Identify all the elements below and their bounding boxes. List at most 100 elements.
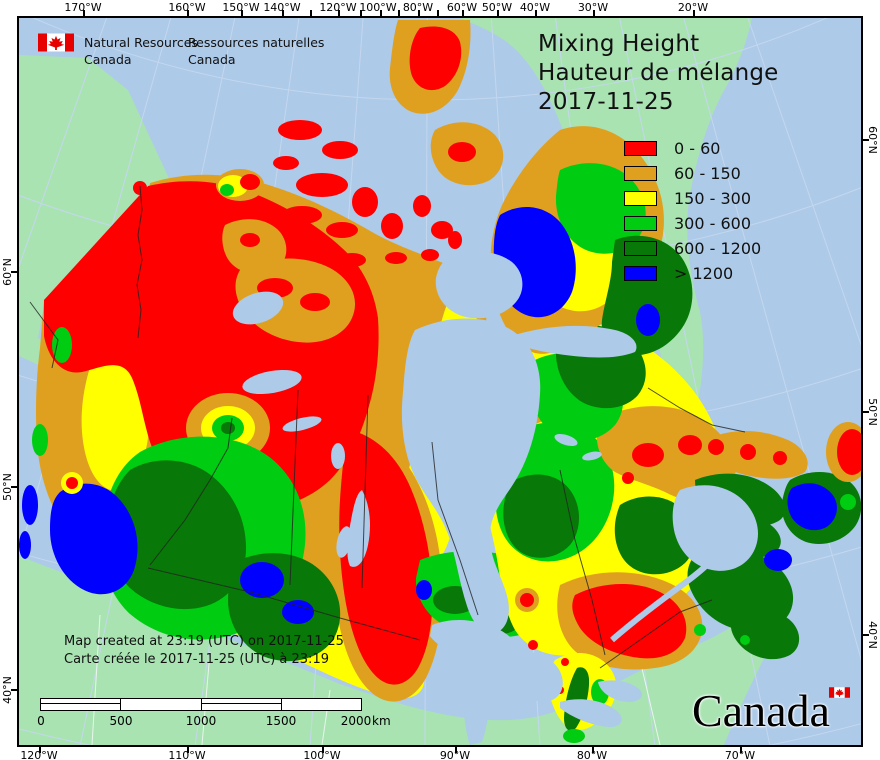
axis-tick (497, 10, 499, 16)
scalebar-unit: km (372, 714, 391, 728)
axis-label-right: 50°N (866, 398, 879, 426)
legend: 0 - 60 60 - 150 150 - 300 300 - 600 600 … (624, 136, 761, 286)
region-newfoundland (781, 471, 861, 544)
axis-label-bottom: 120°W (20, 749, 58, 760)
axis-tick (535, 10, 537, 16)
legend-swatch (624, 216, 657, 231)
axis-tick (437, 10, 439, 16)
us-border (147, 567, 421, 641)
legend-swatch (624, 141, 657, 156)
axis-label-bottom: 110°W (168, 749, 206, 760)
st-lawrence-river (610, 559, 713, 643)
great-lakes (430, 619, 642, 745)
legend-swatch (624, 166, 657, 181)
axis-tick (693, 10, 695, 16)
org-fr-line1: Ressources naturelles (188, 35, 325, 50)
axis-label-bottom: 80°W (576, 749, 608, 760)
org-en-line1: Natural Resources (84, 35, 198, 50)
legend-row: 300 - 600 (624, 211, 761, 236)
axis-tick (455, 747, 457, 753)
axis-tick (740, 747, 742, 753)
legend-row: 60 - 150 (624, 161, 761, 186)
legend-swatch (624, 241, 657, 256)
scalebar-segment (121, 699, 202, 710)
legend-row: 150 - 300 (624, 186, 761, 211)
hudson-strait (505, 325, 637, 358)
legend-swatch (624, 191, 657, 206)
scalebar-label: 1500 (265, 714, 297, 728)
axis-label-top: 120°W (319, 1, 357, 14)
map-canvas (19, 18, 861, 745)
created-line-fr: Carte créée le 2017-11-25 (UTC) à 23:19 (64, 652, 329, 667)
axis-tick (11, 271, 17, 273)
gulf-st-lawrence (672, 485, 758, 571)
legend-row: 0 - 60 (624, 136, 761, 161)
created-line-en: Map created at 23:19 (UTC) on 2017-11-25 (64, 634, 344, 649)
axis-label-left: 60°N (1, 258, 14, 286)
axis-label-top: 80°W (402, 1, 434, 14)
legend-label: 300 - 600 (674, 214, 752, 233)
org-fr-line2: Canada (188, 52, 236, 67)
scalebar-segment (41, 699, 122, 710)
axis-tick (863, 139, 869, 141)
axis-tick (418, 10, 420, 16)
axis-label-top: 40°W (519, 1, 551, 14)
axis-tick (11, 689, 17, 691)
map-title: Mixing Height Hauteur de mélange 2017-11… (538, 30, 779, 117)
hudson-bay (401, 318, 541, 634)
axis-label-top: 170°W (64, 1, 102, 14)
axis-label-bottom: 100°W (303, 749, 341, 760)
axis-tick (593, 10, 595, 16)
lakes (232, 291, 642, 745)
legend-label: > 1200 (674, 264, 734, 283)
legend-row: > 1200 (624, 261, 761, 286)
region-arctic-islands (216, 20, 504, 343)
bc-panhandle-border (29, 301, 59, 369)
region-prairie-green (228, 553, 341, 662)
great-bear-lake (232, 291, 284, 325)
axis-tick (398, 10, 400, 16)
wordmark-text: Canada (692, 685, 830, 736)
map-created-text: Map created at 23:19 (UTC) on 2017-11-25… (64, 633, 344, 669)
wordmark-flag-icon (829, 687, 850, 698)
axis-label-top: 150°W (222, 1, 260, 14)
axis-tick (338, 10, 340, 16)
axis-tick (360, 10, 362, 16)
axis-label-top: 20°W (677, 1, 709, 14)
axis-label-top: 140°W (263, 1, 301, 14)
scalebar-segment (201, 699, 282, 710)
yukon-alaska-border (136, 185, 143, 339)
canada-wordmark: Canada (692, 684, 850, 737)
legend-label: 600 - 1200 (674, 239, 762, 258)
axis-tick (187, 10, 189, 16)
axis-label-bottom: 90°W (439, 749, 471, 760)
axis-tick (380, 10, 382, 16)
org-name-fr: Ressources naturelles Canada (188, 34, 324, 68)
region-east-edge-red (826, 422, 861, 482)
axis-tick (241, 10, 243, 16)
axis-tick (863, 411, 869, 413)
org-name-en: Natural Resources Canada (84, 34, 198, 68)
axis-label-left: 50°N (1, 473, 14, 501)
axis-label-top: 30°W (577, 1, 609, 14)
axis-label-top: 60°W (446, 1, 478, 14)
title-line-fr: Hauteur de mélange (538, 60, 779, 86)
scalebar (40, 698, 362, 711)
great-slave-lake (242, 369, 302, 395)
legend-label: 0 - 60 (674, 139, 721, 158)
axis-label-top: 160°W (168, 1, 206, 14)
axis-label-right: 60°N (866, 126, 879, 154)
axis-label-left: 40°N (1, 676, 14, 704)
political-borders (29, 185, 746, 669)
foxe-basin (435, 251, 523, 319)
axis-label-top: 100°W (359, 1, 397, 14)
bays (401, 251, 758, 643)
axis-tick (310, 10, 312, 16)
axis-tick (322, 747, 324, 753)
axis-label-top: 50°W (481, 1, 513, 14)
scalebar-label: 500 (109, 714, 133, 728)
axis-tick (11, 486, 17, 488)
legend-swatch (624, 266, 657, 281)
legend-label: 150 - 300 (674, 189, 752, 208)
